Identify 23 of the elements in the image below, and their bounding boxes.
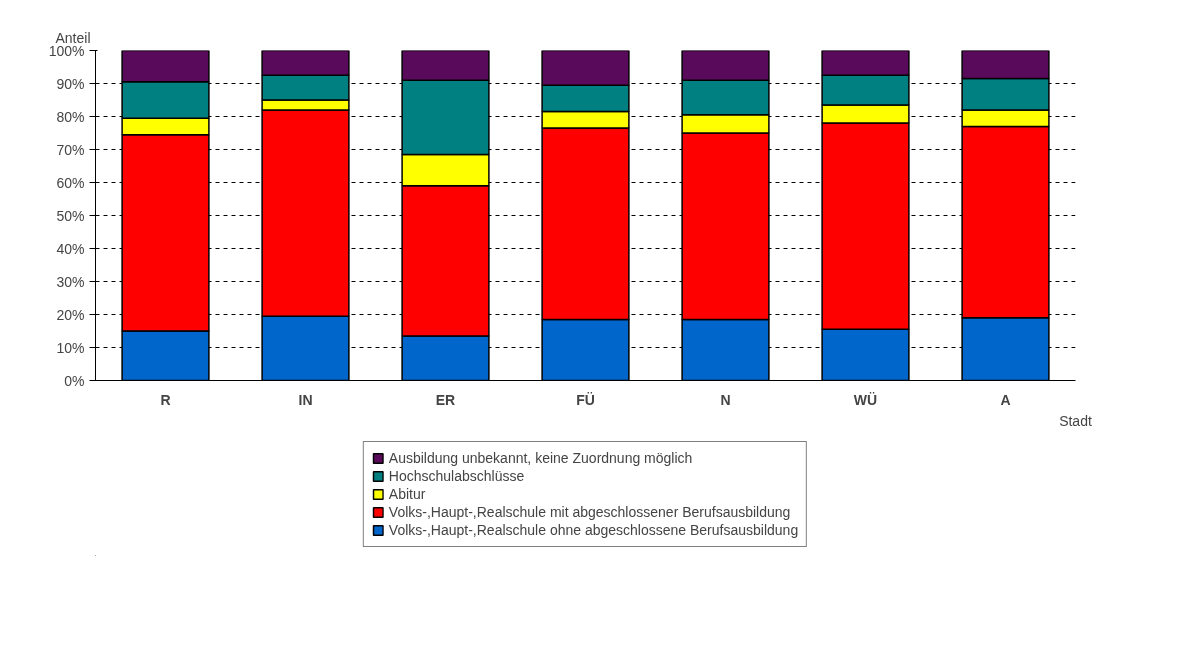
x-tick-label: IN <box>298 391 313 408</box>
legend-label: Ausbildung unbekannt, keine Zuordnung möglich <box>388 449 693 466</box>
x-tick-label: N <box>720 391 731 408</box>
x-axis-title: Stadt <box>1059 412 1092 429</box>
y-tick-label: 40% <box>56 240 85 257</box>
x-tick-label: A <box>1000 391 1011 408</box>
x-tick-label: ER <box>435 391 456 408</box>
x-tick-label: R <box>160 391 171 408</box>
legend-label: Abitur <box>388 485 426 502</box>
y-tick-label: 30% <box>56 273 85 290</box>
x-tick-label: FÜ <box>576 391 595 408</box>
y-tick-label: 20% <box>56 306 85 323</box>
y-tick-label: 80% <box>56 108 85 125</box>
y-tick-label: 10% <box>56 339 85 356</box>
y-tick-label: 90% <box>56 75 85 92</box>
y-tick-label: 0% <box>64 372 85 389</box>
y-tick-label: 50% <box>56 207 85 224</box>
y-tick-label: 70% <box>56 141 85 158</box>
legend-label: Volks-,Haupt-,Realschule ohne abgeschlossene Berufsausbildung <box>388 521 799 538</box>
x-tick-label: WÜ <box>853 391 878 408</box>
legend-label: Volks-,Haupt-,Realschule mit abgeschlossener Berufsausbildung <box>388 503 791 520</box>
legend-label: Hochschulabschlüsse <box>388 467 525 484</box>
y-tick-label: 60% <box>56 174 85 191</box>
